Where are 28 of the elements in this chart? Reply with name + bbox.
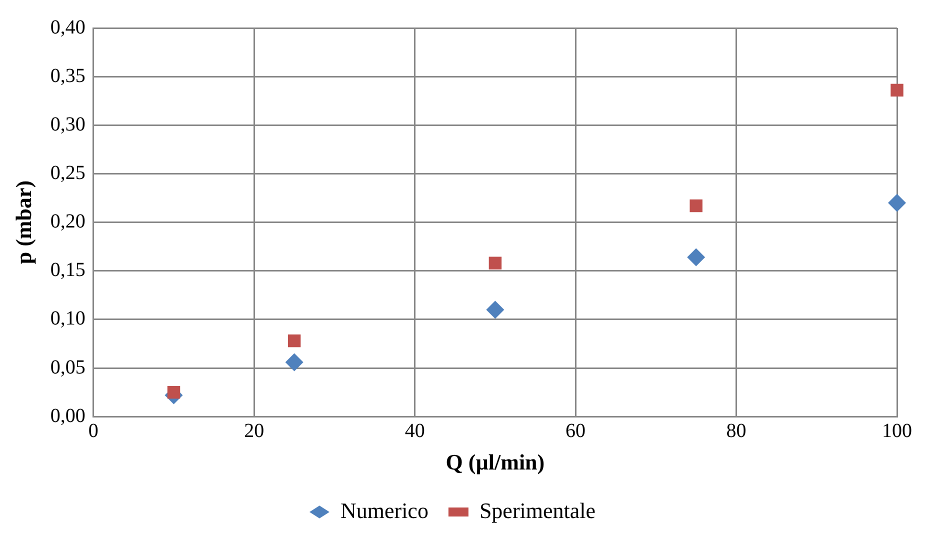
point bbox=[488, 256, 502, 270]
legend-label: Sperimentale bbox=[479, 498, 596, 523]
x-tick-label: 80 bbox=[726, 420, 746, 442]
point bbox=[486, 300, 504, 319]
y-tick-label: 0,10 bbox=[50, 308, 86, 330]
x-axis-title: Q (µl/min) bbox=[446, 449, 545, 474]
x-tick-label: 40 bbox=[404, 420, 425, 442]
y-axis-title: p (mbar) bbox=[10, 180, 36, 264]
x-tick-label: 20 bbox=[244, 420, 264, 442]
y-tick-label: 0,15 bbox=[50, 259, 86, 282]
point bbox=[890, 84, 904, 97]
y-tick-label: 0,40 bbox=[50, 16, 86, 38]
point bbox=[888, 194, 906, 212]
point bbox=[167, 386, 180, 399]
y-tick-label: 0,30 bbox=[50, 113, 86, 136]
point bbox=[285, 353, 304, 372]
point bbox=[288, 334, 301, 348]
y-tick-label: 0,20 bbox=[50, 210, 86, 233]
x-tick-label: 100 bbox=[882, 420, 912, 442]
y-tick-label: 0,25 bbox=[50, 162, 86, 184]
y-tick-label: 0,00 bbox=[50, 404, 86, 427]
y-tick-label: 0,35 bbox=[50, 64, 86, 87]
point bbox=[687, 248, 706, 266]
x-tick-label: 60 bbox=[566, 420, 586, 442]
x-tick-label: 0 bbox=[88, 420, 98, 442]
legend-label: Numerico bbox=[340, 498, 428, 523]
y-tick-label: 0,05 bbox=[50, 356, 86, 378]
point bbox=[690, 199, 702, 212]
